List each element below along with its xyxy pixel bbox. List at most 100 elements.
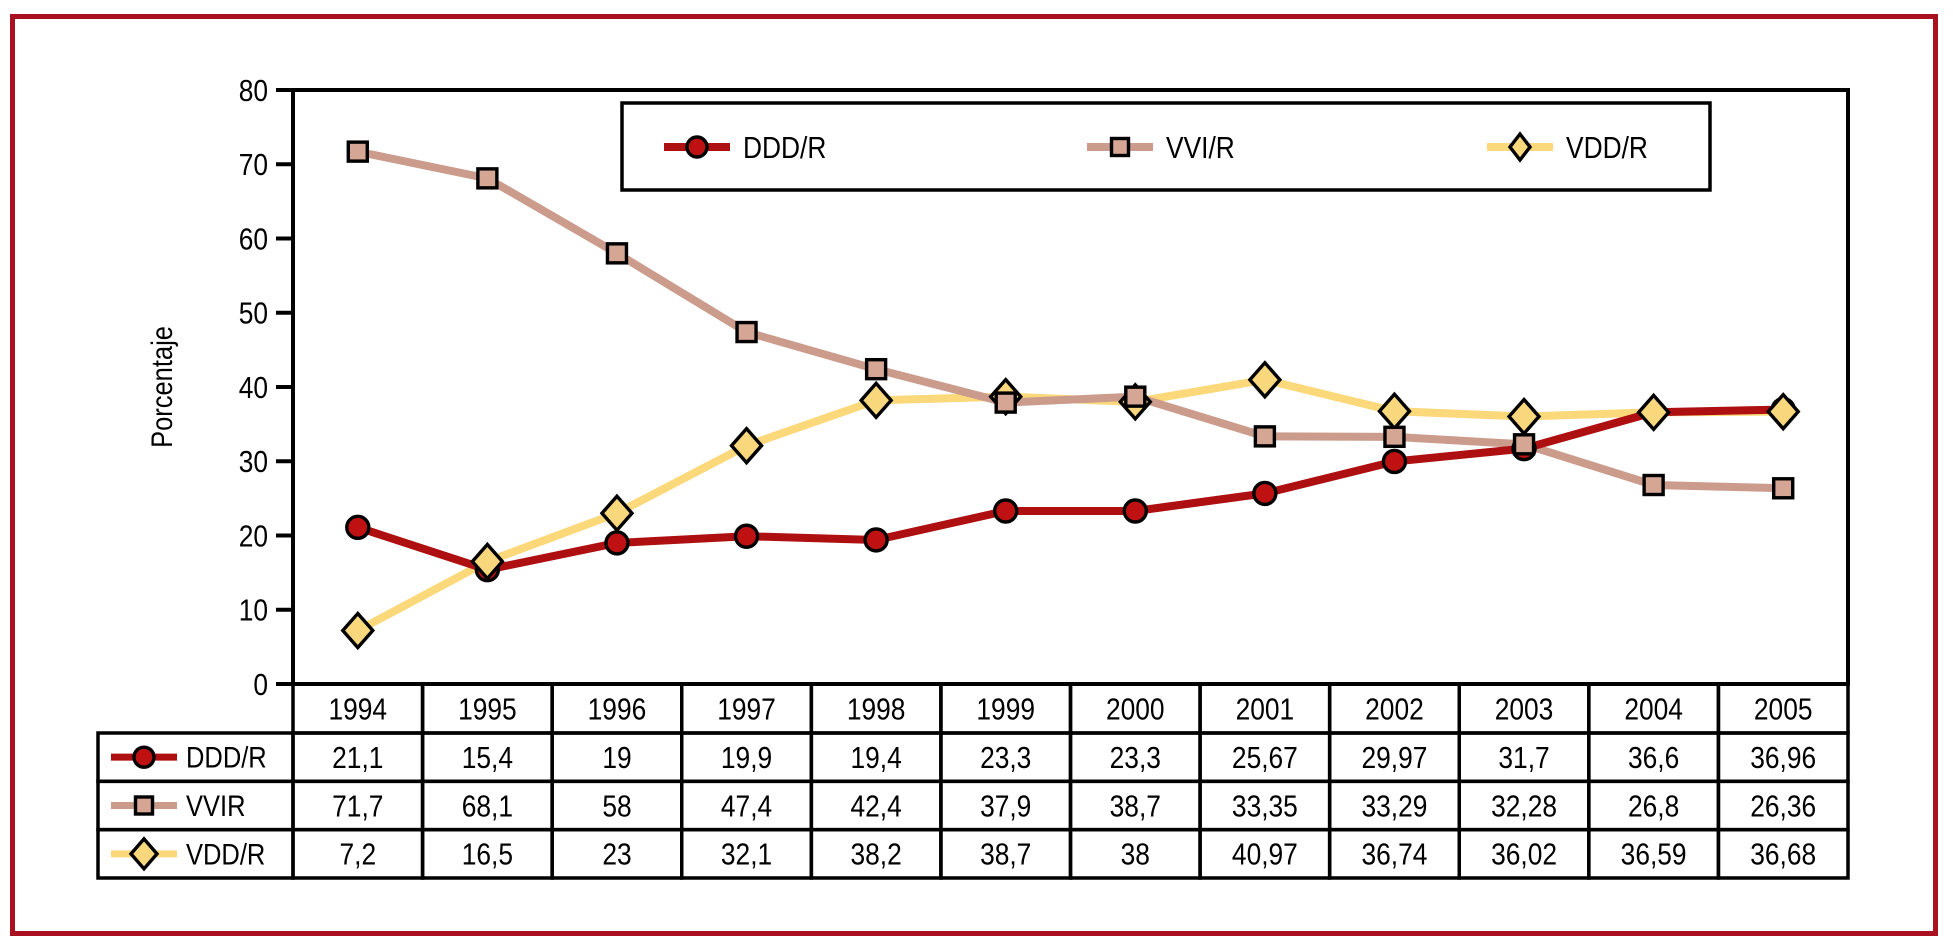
- table-value-VDD-1995: 16,5: [462, 838, 513, 872]
- legend-marker-VDD: [1507, 131, 1533, 163]
- data-point-DDD-1994: [345, 514, 371, 541]
- table-value-DDD-2001: 25,67: [1232, 741, 1298, 775]
- legend-marker-VVI: [1109, 136, 1131, 158]
- table-cell: [1716, 827, 1850, 880]
- year-header-label: 2003: [1495, 692, 1554, 726]
- data-point-VVI-2004: [1642, 473, 1665, 497]
- year-header-label: 1994: [328, 692, 387, 726]
- legend-label-VVI: VVI/R: [1166, 131, 1235, 165]
- row-label-DDD: DDD/R: [186, 741, 267, 774]
- data-table: 1994 1995 1996 1997 1998 1999 2000 2001 2002 2003…: [96, 682, 1850, 880]
- y-tick-label: 0: [253, 668, 268, 702]
- data-point-DDD-2002: [1381, 448, 1408, 475]
- y-tick-label: 40: [239, 371, 268, 405]
- table-value-VDD-1996: 23: [602, 838, 631, 872]
- row-icon-marker-DDD: [132, 745, 156, 769]
- data-point-VDD-1998: [858, 380, 894, 420]
- table-value-VDD-2001: 40,97: [1232, 838, 1298, 872]
- series-line-VDD: [353, 375, 1788, 635]
- data-point-DDD-2000: [1122, 498, 1148, 524]
- data-point-VDD-2002: [1377, 391, 1412, 431]
- y-tick-label: 10: [239, 594, 268, 628]
- table-value-DDD-2000: 23,3: [1110, 741, 1161, 775]
- data-point-VDD-1997: [729, 426, 764, 466]
- table-value-VVI-2002: 33,29: [1362, 789, 1428, 823]
- table-row-VDD: VDD/R 7,2 16,5 23 32,1 38,2 38,7 38 40,97 36,74 36…: [96, 827, 1850, 880]
- y-tick-label: 30: [239, 445, 268, 479]
- table-value-VVI-2005: 26,36: [1750, 789, 1816, 823]
- year-header-label: 1995: [458, 692, 517, 726]
- series-markers: [340, 140, 1801, 651]
- data-point-VVI-1999: [994, 391, 1017, 414]
- data-point-VVI-2002: [1383, 425, 1406, 449]
- legend-item-VDD: VDD/R: [1487, 131, 1648, 165]
- table-value-VVI-2000: 38,7: [1110, 789, 1161, 823]
- table-row-DDD: DDD/R 21,1 15,4 19 19,9 19,4 23,3 23,3 25,67 29,9…: [96, 731, 1850, 784]
- legend-item-VVI: VVI/R: [1087, 131, 1235, 165]
- table-value-VVI-1997: 47,4: [721, 789, 772, 823]
- data-point-VDD-2001: [1247, 360, 1283, 400]
- table-value-DDD-2002: 29,97: [1362, 741, 1428, 775]
- data-point-DDD-1997: [733, 523, 760, 549]
- year-header-label: 1996: [588, 692, 647, 726]
- y-axis: 0 10 20 30 40 50 60 70 80 Porcentaje: [145, 74, 293, 702]
- row-label-VDD: VDD/R: [186, 837, 265, 870]
- year-header-label: 1997: [717, 692, 776, 726]
- series-line-VVI: [353, 147, 1788, 493]
- table-value-DDD-2004: 36,6: [1628, 741, 1679, 775]
- year-header-label: 1999: [976, 692, 1035, 726]
- data-point-DDD-1998: [863, 527, 889, 553]
- year-header-label: 1998: [847, 692, 906, 726]
- y-tick-label: 80: [239, 74, 268, 108]
- data-point-VDD-1996: [599, 493, 635, 533]
- year-header-label: 2000: [1106, 692, 1165, 726]
- table-value-DDD-1995: 15,4: [462, 741, 513, 775]
- y-tick-label: 50: [239, 297, 268, 331]
- row-icon-marker-VVI: [133, 795, 155, 816]
- data-point-VDD-2005: [1765, 392, 1801, 432]
- table-value-DDD-1996: 19: [602, 741, 631, 775]
- table-value-DDD-2003: 31,7: [1498, 741, 1549, 775]
- y-tick-label: 70: [239, 148, 268, 182]
- series-lines: [353, 147, 1788, 635]
- data-point-VVI-2003: [1512, 433, 1536, 456]
- data-point-VDD-1995: [470, 541, 505, 582]
- table-value-VVI-1996: 58: [602, 789, 631, 823]
- table-value-VDD-1997: 32,1: [721, 838, 772, 872]
- table-value-VVI-1994: 71,7: [332, 789, 383, 823]
- data-point-VVI-1997: [735, 320, 758, 344]
- table-value-VDD-2000: 38: [1121, 838, 1150, 872]
- table-value-VVI-1995: 68,1: [462, 789, 513, 823]
- table-value-VDD-1994: 7,2: [339, 838, 376, 872]
- data-point-VVI-2001: [1253, 425, 1277, 448]
- legend-label-DDD: DDD/R: [743, 131, 826, 165]
- data-point-VVI-2000: [1124, 385, 1147, 408]
- year-header-label: 2004: [1624, 692, 1683, 726]
- table-value-VVI-2004: 26,8: [1628, 789, 1679, 823]
- data-point-DDD-1996: [604, 530, 630, 556]
- data-point-VDD-2004: [1636, 392, 1671, 432]
- table-value-VDD-2005: 36,68: [1750, 838, 1816, 872]
- legend: DDD/R VVI/R VDD/R: [620, 101, 1712, 192]
- table-value-DDD-1994: 21,1: [332, 741, 383, 775]
- table-value-VDD-1998: 38,2: [850, 838, 901, 872]
- data-point-VVI-2005: [1772, 477, 1795, 500]
- data-point-VDD-1994: [340, 610, 376, 651]
- data-point-VVI-1998: [864, 357, 888, 381]
- year-header-label: 2005: [1754, 692, 1813, 726]
- year-header-label: 2001: [1236, 692, 1295, 726]
- table-value-VVI-1998: 42,4: [850, 789, 901, 823]
- data-point-VVI-1995: [476, 167, 499, 190]
- table-value-DDD-2005: 36,96: [1750, 741, 1816, 775]
- table-value-VVI-2001: 33,35: [1232, 789, 1298, 823]
- table-value-VDD-2003: 36,02: [1491, 838, 1557, 872]
- table-value-VDD-2004: 36,59: [1621, 838, 1687, 872]
- outer-frame: [10, 14, 1938, 936]
- table-value-VDD-2002: 36,74: [1362, 838, 1428, 872]
- data-point-DDD-1999: [993, 498, 1019, 524]
- table-value-DDD-1999: 23,3: [980, 741, 1031, 775]
- year-header-label: 2002: [1365, 692, 1424, 726]
- legend-item-DDD: DDD/R: [664, 131, 826, 165]
